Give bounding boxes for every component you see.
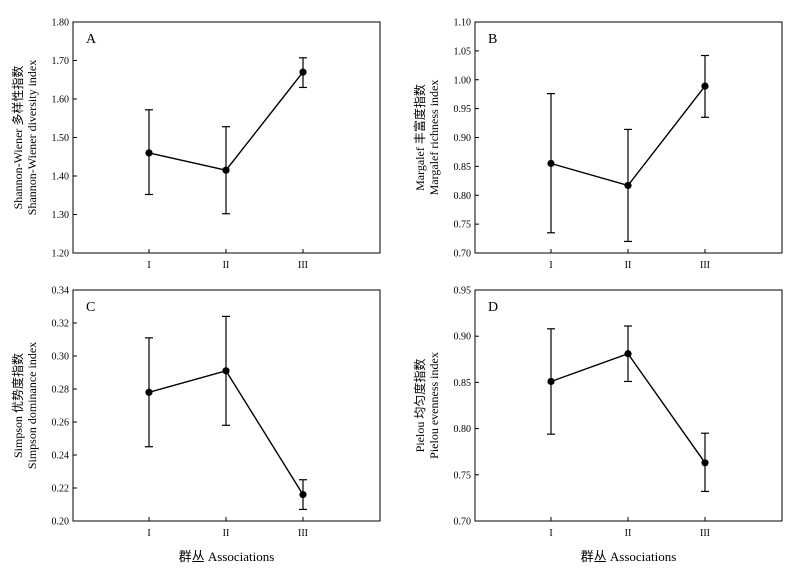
- x-axis-label: 群丛 Associations: [581, 549, 677, 564]
- y-tick-label: 1.60: [52, 95, 70, 106]
- y-axis-label: Margalef richness index: [427, 80, 441, 196]
- data-point: [701, 459, 709, 467]
- y-tick-label: 0.90: [454, 133, 472, 144]
- y-tick-label: 0.95: [454, 286, 472, 297]
- y-axis-label: Pielou evenness index: [427, 352, 441, 459]
- x-tick-label: III: [298, 260, 308, 271]
- x-tick-label: I: [549, 528, 552, 539]
- y-tick-label: 1.70: [52, 56, 70, 67]
- y-tick-label: 0.32: [52, 319, 70, 330]
- plot-frame: [474, 289, 783, 522]
- y-tick-label: 1.40: [52, 172, 70, 183]
- y-tick-label: 0.80: [454, 191, 472, 202]
- data-point: [145, 149, 153, 157]
- y-tick-label: 1.00: [454, 75, 472, 86]
- y-tick-label: 0.22: [52, 484, 70, 495]
- data-point: [299, 68, 307, 76]
- data-point: [547, 377, 555, 386]
- y-axis-label: Shannon-Wiener diversity index: [25, 60, 39, 215]
- y-tick-label: 1.80: [52, 18, 70, 29]
- y-tick-label: 1.05: [454, 46, 472, 57]
- y-axis-label: Margalef 丰富度指数: [412, 84, 427, 191]
- panel-letter: D: [488, 300, 498, 315]
- y-tick-label: 1.30: [52, 210, 70, 221]
- y-tick-label: 0.70: [454, 517, 472, 528]
- y-tick-label: 1.20: [52, 249, 70, 260]
- x-tick-label: III: [298, 528, 308, 539]
- y-tick-label: 0.20: [52, 517, 70, 528]
- chart-panel-b: 0.700.750.800.850.900.951.001.051.10I II I…: [412, 18, 783, 271]
- x-tick-label: I: [147, 260, 150, 271]
- x-tick-label: III: [700, 260, 710, 271]
- panel-letter: A: [86, 32, 97, 47]
- y-tick-label: 0.24: [52, 451, 70, 462]
- chart-panel-a: 1.201.301.401.501.601.701.80I II IIIAShann…: [10, 18, 381, 271]
- x-tick-label: I: [147, 528, 150, 539]
- data-point: [701, 82, 709, 90]
- x-tick-label: I: [549, 260, 552, 271]
- x-axis-label: 群丛 Associations: [179, 549, 275, 564]
- y-tick-label: 0.90: [454, 332, 472, 343]
- x-tick-label: II: [625, 260, 632, 271]
- y-tick-label: 0.28: [52, 385, 70, 396]
- x-tick-label: II: [223, 528, 230, 539]
- data-point: [624, 350, 632, 358]
- y-tick-label: 0.26: [52, 418, 70, 429]
- y-tick-label: 1.50: [52, 133, 70, 144]
- data-point: [624, 181, 632, 190]
- data-point: [547, 159, 555, 168]
- y-tick-label: 0.30: [52, 352, 70, 363]
- y-axis-label: Shannon-Wiener 多样性指数: [10, 66, 25, 210]
- y-tick-label: 0.85: [454, 378, 472, 389]
- data-point: [299, 491, 307, 499]
- data-point: [222, 367, 230, 375]
- y-tick-label: 0.75: [454, 470, 472, 481]
- panel-letter: C: [86, 300, 95, 315]
- y-axis-label: Simpson dominance index: [25, 342, 39, 469]
- y-tick-label: 0.95: [454, 104, 472, 115]
- x-tick-label: II: [223, 260, 230, 271]
- y-axis-label: Simpson 优势度指数: [10, 353, 25, 458]
- y-tick-label: 0.34: [52, 286, 70, 297]
- panel-letter: B: [488, 32, 497, 47]
- y-tick-label: 0.75: [454, 220, 472, 231]
- y-tick-label: 0.85: [454, 162, 472, 173]
- x-tick-label: III: [700, 528, 710, 539]
- y-tick-label: 0.80: [454, 424, 472, 435]
- data-point: [222, 166, 230, 174]
- chart-panel-c: 0.200.220.240.260.280.300.320.34I II IIICS…: [10, 286, 381, 564]
- x-tick-label: II: [625, 528, 632, 539]
- data-point: [145, 388, 153, 396]
- y-axis-label: Pielou 均匀度指数: [412, 359, 427, 453]
- y-tick-label: 1.10: [454, 18, 472, 29]
- y-tick-label: 0.70: [454, 249, 472, 260]
